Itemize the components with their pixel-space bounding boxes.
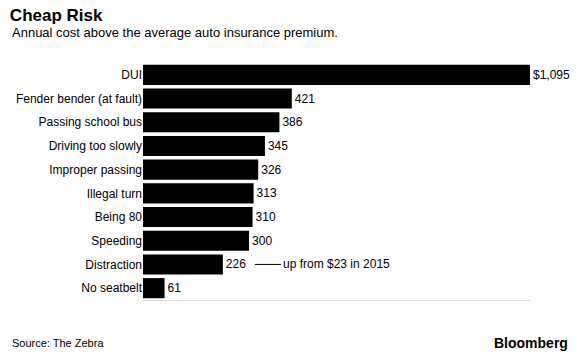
svg-text:345: 345 — [268, 139, 288, 153]
svg-text:386: 386 — [282, 115, 302, 129]
svg-text:Cheap Risk: Cheap Risk — [10, 6, 103, 25]
svg-text:No seatbelt: No seatbelt — [81, 281, 142, 295]
svg-text:Speeding: Speeding — [91, 234, 142, 248]
svg-text:$1,095: $1,095 — [533, 68, 570, 82]
svg-text:Driving too slowly: Driving too slowly — [49, 139, 142, 153]
svg-text:Illegal turn: Illegal turn — [87, 187, 142, 201]
svg-text:Distraction: Distraction — [85, 258, 142, 272]
svg-text:326: 326 — [261, 163, 281, 177]
svg-text:Passing school bus: Passing school bus — [39, 115, 142, 129]
svg-text:226: 226 — [226, 257, 246, 271]
svg-text:Bloomberg: Bloomberg — [494, 335, 568, 351]
svg-text:Improper passing: Improper passing — [49, 163, 142, 177]
svg-text:300: 300 — [252, 234, 272, 248]
svg-text:Source: The Zebra: Source: The Zebra — [12, 337, 104, 349]
svg-text:310: 310 — [256, 210, 276, 224]
svg-text:313: 313 — [257, 186, 277, 200]
svg-text:Fender bender (at fault): Fender bender (at fault) — [16, 92, 142, 106]
svg-text:Being 80: Being 80 — [95, 210, 143, 224]
svg-text:421: 421 — [295, 92, 315, 106]
svg-text:Annual cost above the average: Annual cost above the average auto insur… — [12, 25, 338, 40]
svg-text:up from $23 in 2015: up from $23 in 2015 — [283, 257, 390, 271]
svg-text:61: 61 — [168, 281, 182, 295]
svg-text:DUI: DUI — [121, 68, 142, 82]
